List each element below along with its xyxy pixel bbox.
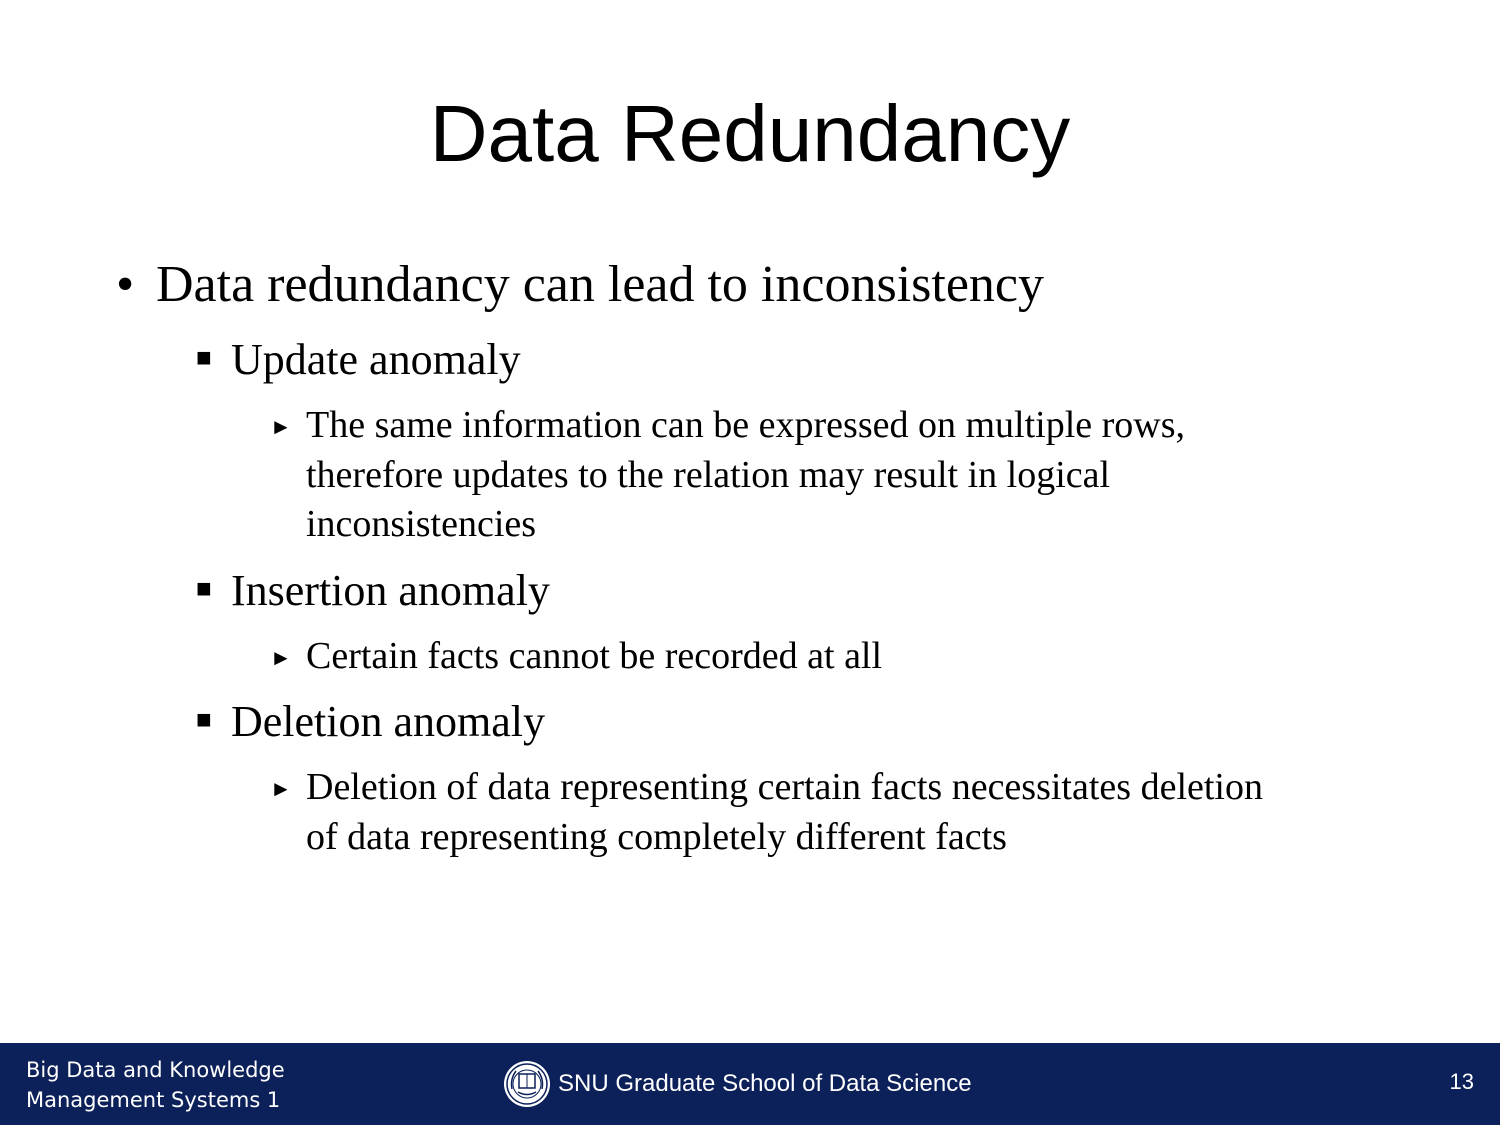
snu-seal-icon bbox=[504, 1061, 550, 1107]
detail-line: Deletion of data representing certain fa… bbox=[306, 766, 1263, 808]
detail-line: Certain facts cannot be recorded at all bbox=[306, 635, 883, 677]
sub-bullet-text: Update anomaly bbox=[231, 335, 521, 384]
course-line: Management Systems 1 bbox=[26, 1088, 281, 1112]
sub-bullet-text: Insertion anomaly bbox=[231, 566, 550, 615]
slide-footer: Big Data and Knowledge Management System… bbox=[0, 1043, 1500, 1125]
detail-text: The same information can be expressed on… bbox=[306, 401, 1370, 550]
sub-bullet-deletion: ■ Deletion anomaly bbox=[196, 696, 545, 748]
slide-title: Data Redundancy bbox=[429, 89, 1071, 178]
main-bullet: • Data redundancy can lead to inconsiste… bbox=[116, 254, 1044, 316]
bullet-triangle-icon: ► bbox=[270, 414, 292, 439]
bullet-square-icon: ■ bbox=[196, 574, 212, 603]
school-brand: SNU Graduate School of Data Science bbox=[502, 1059, 972, 1109]
detail-text: Deletion of data representing certain fa… bbox=[306, 763, 1370, 862]
bullet-triangle-icon: ► bbox=[270, 776, 292, 801]
bullet-square-icon: ■ bbox=[196, 705, 212, 734]
bullet-dot-icon: • bbox=[116, 256, 135, 313]
main-bullet-text: Data redundancy can lead to inconsistenc… bbox=[156, 256, 1044, 313]
course-line: Big Data and Knowledge bbox=[26, 1058, 285, 1082]
detail-update: ► The same information can be expressed … bbox=[270, 401, 1370, 550]
bullet-triangle-icon: ► bbox=[270, 645, 292, 670]
detail-deletion: ► Deletion of data representing certain … bbox=[270, 763, 1370, 862]
detail-line: of data representing completely differen… bbox=[306, 815, 1007, 858]
sub-bullet-text: Deletion anomaly bbox=[231, 697, 546, 746]
detail-line: The same information can be expressed on… bbox=[306, 404, 1186, 446]
detail-text: Certain facts cannot be recorded at all bbox=[306, 632, 1370, 684]
detail-insertion: ► Certain facts cannot be recorded at al… bbox=[270, 632, 1370, 684]
page-number: 13 bbox=[1449, 1069, 1474, 1094]
course-name: Big Data and Knowledge Management System… bbox=[26, 1055, 326, 1115]
bullet-square-icon: ■ bbox=[196, 343, 212, 372]
school-name: SNU Graduate School of Data Science bbox=[558, 1070, 972, 1097]
sub-bullet-update: ■ Update anomaly bbox=[196, 334, 521, 386]
detail-line: inconsistencies bbox=[306, 503, 537, 545]
detail-line: therefore updates to the relation may re… bbox=[306, 453, 1111, 496]
sub-bullet-insertion: ■ Insertion anomaly bbox=[196, 565, 550, 617]
